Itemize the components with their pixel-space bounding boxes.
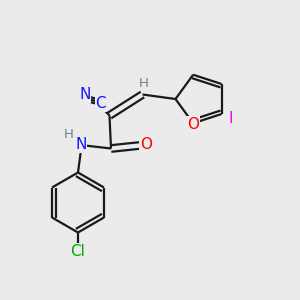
Text: N: N <box>79 87 91 102</box>
Text: C: C <box>95 96 106 111</box>
Text: H: H <box>139 76 149 90</box>
Text: N: N <box>75 137 87 152</box>
Text: O: O <box>140 137 152 152</box>
Text: Cl: Cl <box>70 244 86 259</box>
Text: O: O <box>187 117 199 132</box>
Text: I: I <box>228 111 233 126</box>
Text: H: H <box>64 128 74 142</box>
